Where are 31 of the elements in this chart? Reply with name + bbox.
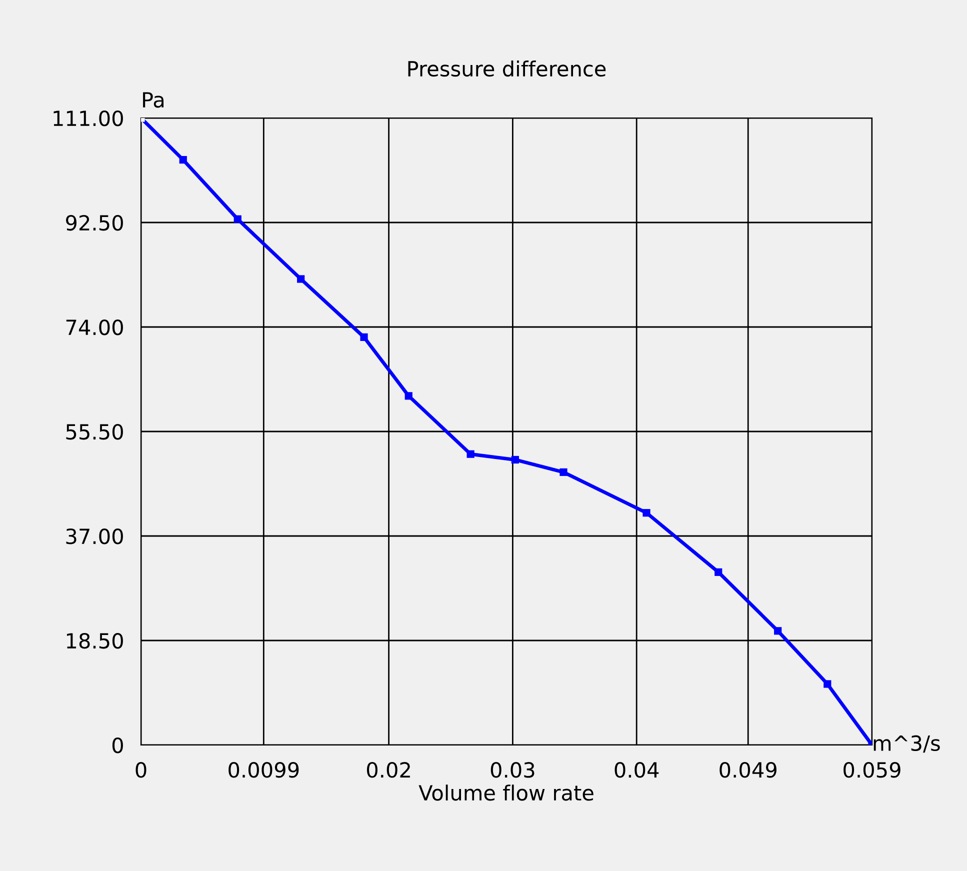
point — [642, 509, 650, 517]
y-tick-label: 0 — [112, 737, 123, 754]
point — [774, 627, 782, 635]
y-tick-label: 55.50 — [66, 424, 123, 440]
x-tick-label: 0.0099 — [228, 762, 299, 778]
y-tick-label: 92.50 — [66, 214, 123, 231]
x-tick-label: 0.02 — [366, 762, 410, 778]
point — [360, 333, 368, 341]
x-tick-label: 0.03 — [490, 762, 534, 778]
y-axis-title: Pa — [143, 92, 164, 108]
y-tick-label: 18.50 — [66, 632, 123, 649]
x-tick-label: 0.059 — [844, 762, 900, 778]
point — [511, 456, 519, 464]
y-tick-label: 74.00 — [66, 319, 123, 336]
text: m^3/s — [874, 735, 940, 753]
y-tick-label: 37.00 — [66, 528, 123, 544]
point — [404, 392, 412, 400]
point — [179, 156, 187, 164]
x-axis-title: Volume flow rate — [418, 784, 594, 801]
point — [560, 468, 568, 476]
x-tick-label: 0 — [136, 762, 146, 778]
point — [714, 568, 722, 576]
x-tick-label: 0.04 — [614, 762, 659, 778]
line-series — [141, 118, 872, 745]
point — [297, 275, 305, 283]
x-tick-label: 0.049 — [720, 762, 776, 778]
point — [234, 215, 242, 223]
point — [466, 450, 474, 458]
chart-title: Pressure difference — [408, 60, 606, 77]
point — [824, 680, 832, 688]
y-tick-label: 111.00 — [54, 110, 123, 126]
